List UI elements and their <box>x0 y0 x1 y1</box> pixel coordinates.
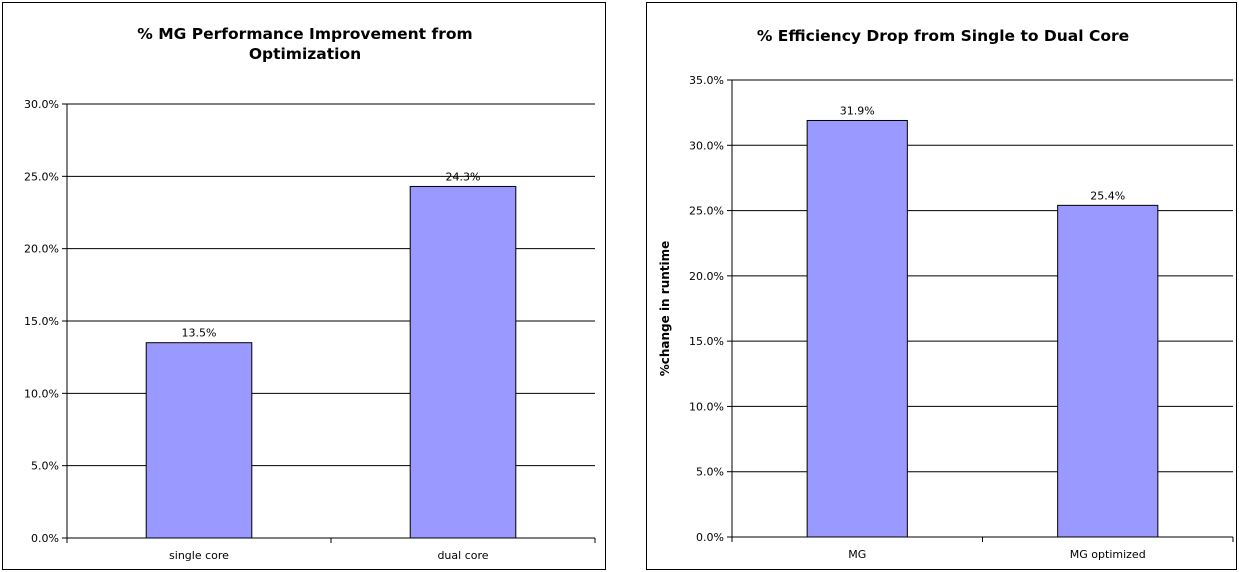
y-tick-label: 30.0% <box>24 98 59 111</box>
y-tick-label: 35.0% <box>689 74 724 87</box>
y-tick-label: 10.0% <box>24 387 59 400</box>
y-tick-label: 5.0% <box>31 460 59 473</box>
bar-value-label: 24.3% <box>446 170 481 183</box>
y-tick-label: 0.0% <box>696 531 724 544</box>
chart-panel-right: % Efficiency Drop from Single to Dual Co… <box>646 2 1237 570</box>
x-tick-label: single core <box>169 549 229 562</box>
y-tick-label: 15.0% <box>24 315 59 328</box>
bar-value-label: 31.9% <box>840 104 875 117</box>
y-tick-label: 5.0% <box>696 466 724 479</box>
y-tick-label: 30.0% <box>689 139 724 152</box>
y-tick-label: 10.0% <box>689 400 724 413</box>
bar <box>806 119 908 538</box>
y-axis-title: %change in runtime <box>658 241 672 377</box>
y-tick-label: 25.0% <box>24 170 59 183</box>
chart-title-line: % Efficiency Drop from Single to Dual Co… <box>757 27 1129 45</box>
y-tick-label: 25.0% <box>689 205 724 218</box>
x-tick-label: MG optimized <box>1070 548 1146 561</box>
y-tick-label: 20.0% <box>689 270 724 283</box>
y-tick-label: 0.0% <box>31 532 59 545</box>
chart-title-line: % MG Performance Improvement from <box>137 25 472 43</box>
chart-panel-left: % MG Performance Improvement from Optimiz… <box>2 2 606 570</box>
bar <box>1057 204 1159 538</box>
bar-value-label: 13.5% <box>182 327 217 340</box>
chart-title-line: Optimization <box>249 45 361 63</box>
bar <box>145 342 253 539</box>
bar-value-label: 25.4% <box>1090 189 1125 202</box>
y-tick-label: 15.0% <box>689 335 724 348</box>
x-tick-label: dual core <box>437 549 488 562</box>
y-tick-label: 20.0% <box>24 243 59 256</box>
chart-right-svg: % Efficiency Drop from Single to Dual Co… <box>658 27 1234 561</box>
x-tick-label: MG <box>848 548 866 561</box>
bar <box>409 185 517 539</box>
chart-left-svg: % MG Performance Improvement from Optimiz… <box>24 25 596 562</box>
